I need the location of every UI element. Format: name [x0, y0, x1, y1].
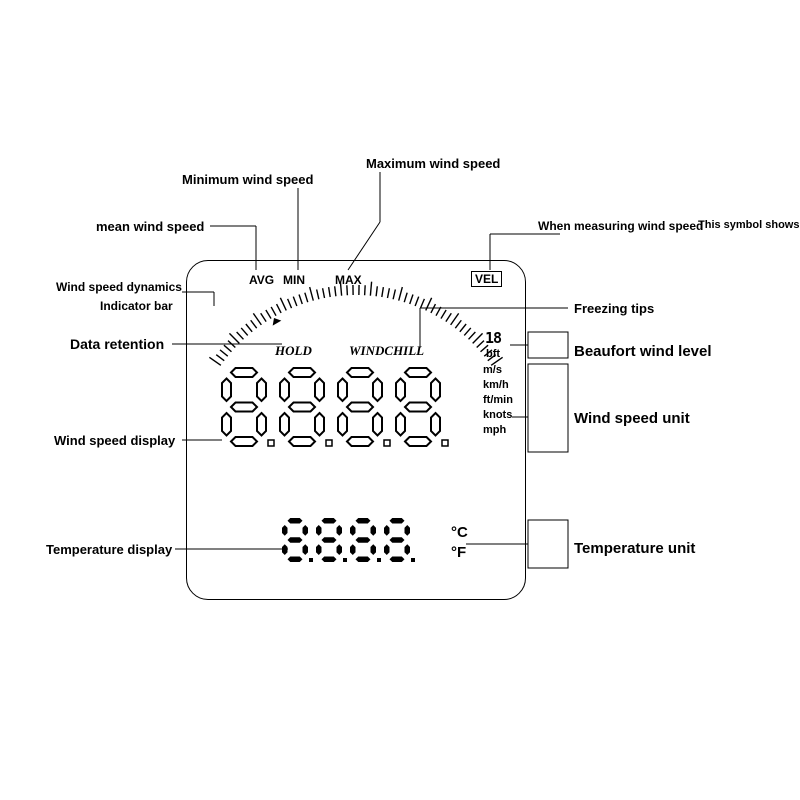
label-wind-speed-dynamics: Wind speed dynamics	[56, 280, 182, 294]
label-freezing-tips: Freezing tips	[574, 301, 654, 316]
label-minimum-wind-speed: Minimum wind speed	[182, 172, 313, 187]
lcd-unit-mph: mph	[483, 423, 513, 438]
lcd-avg: AVG	[249, 273, 274, 287]
label-wind-speed-display: Wind speed display	[54, 433, 175, 448]
lcd-bft-value: 18	[485, 329, 501, 347]
label-data-retention: Data retention	[70, 336, 164, 352]
label-maximum-wind-speed: Maximum wind speed	[366, 156, 500, 171]
lcd-max: MAX	[335, 273, 362, 287]
lcd-frame: AVG MIN MAX VEL HOLD WINDCHILL 18 bft m/…	[186, 260, 526, 600]
lcd-unit-knots: knots	[483, 408, 513, 423]
label-temperature-unit: Temperature unit	[574, 540, 695, 557]
lcd-unit-ftmin: ft/min	[483, 393, 513, 408]
lcd-windchill: WINDCHILL	[349, 343, 424, 359]
lcd-fahrenheit: °F	[451, 544, 466, 561]
lcd-celsius: °C	[451, 524, 468, 541]
label-when-measuring: When measuring wind speed	[538, 219, 703, 233]
lcd-hold: HOLD	[275, 343, 312, 359]
lcd-bft: bft	[486, 348, 500, 360]
lcd-min: MIN	[283, 273, 305, 287]
label-beaufort-wind-level: Beaufort wind level	[574, 343, 712, 360]
label-this-symbol-shows: This symbol shows	[698, 219, 799, 231]
label-indicator-bar: Indicator bar	[100, 299, 173, 313]
label-temperature-display: Temperature display	[46, 542, 172, 557]
label-wind-speed-unit: Wind speed unit	[574, 410, 690, 427]
lcd-unit-kmh: km/h	[483, 378, 513, 393]
lcd-unit-list: m/skm/hft/minknotsmph	[483, 363, 513, 438]
lcd-unit-ms: m/s	[483, 363, 513, 378]
label-mean-wind-speed: mean wind speed	[96, 219, 204, 234]
lcd-vel: VEL	[471, 271, 502, 287]
